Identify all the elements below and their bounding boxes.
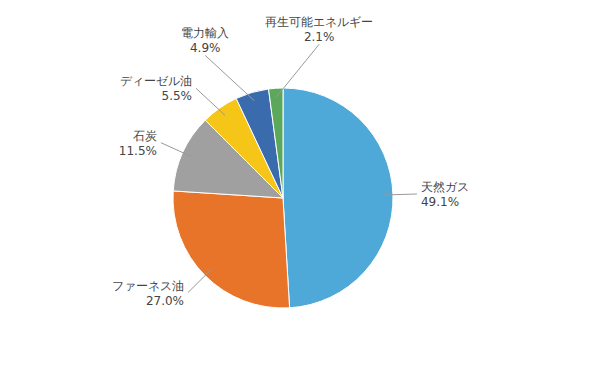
- svg-text:電力輸入4.9%: 電力輸入4.9%: [181, 26, 229, 55]
- svg-text:ディーゼル油5.5%: ディーゼル油5.5%: [120, 74, 192, 103]
- svg-text:天然ガス49.1%: 天然ガス49.1%: [421, 180, 469, 209]
- svg-text:石炭11.5%: 石炭11.5%: [119, 129, 157, 158]
- svg-text:再生可能エネルギー2.1%: 再生可能エネルギー2.1%: [265, 15, 373, 44]
- svg-text:ファーネス油27.0%: ファーネス油27.0%: [112, 279, 184, 308]
